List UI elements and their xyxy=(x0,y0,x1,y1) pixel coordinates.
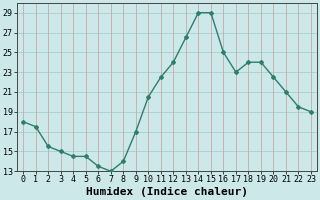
X-axis label: Humidex (Indice chaleur): Humidex (Indice chaleur) xyxy=(86,187,248,197)
